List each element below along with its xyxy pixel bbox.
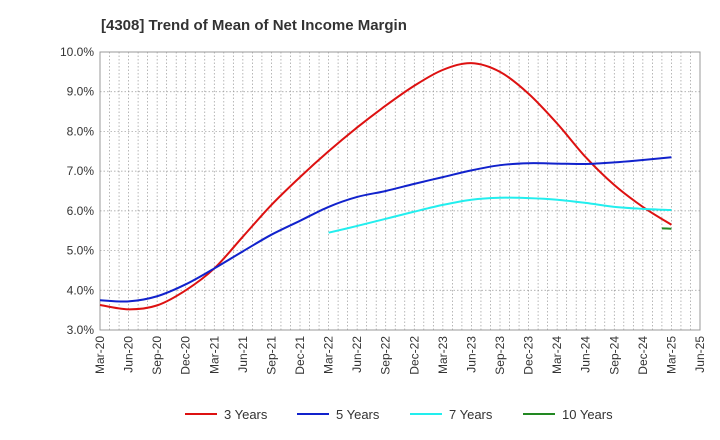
x-tick-label: Jun-20 [122,336,136,373]
x-tick-label: Dec-20 [179,336,193,375]
legend-label: 5 Years [336,407,380,422]
chart-title: [4308] Trend of Mean of Net Income Margi… [101,17,407,34]
x-tick-label: Dec-22 [407,336,421,375]
legend-label: 3 Years [224,407,268,422]
x-tick-label: Jun-22 [350,336,364,373]
x-tick-label: Sep-24 [607,336,621,375]
y-tick-label: 5.0% [67,244,95,258]
y-tick-label: 10.0% [60,45,94,59]
x-tick-label: Mar-24 [550,336,564,374]
y-tick-label: 8.0% [67,124,95,138]
x-tick-label: Jun-23 [464,336,478,373]
x-tick-label: Dec-23 [522,336,536,375]
x-tick-label: Dec-21 [293,336,307,375]
x-axis: Mar-20 Jun-20 Sep-20 Dec-20 Mar-21 Jun-21 Sep-… [93,336,707,375]
series-line-7-years [328,196,672,234]
y-tick-label: 7.0% [67,164,95,178]
series-line-5-years [99,156,672,303]
x-tick-label: Mar-21 [207,336,221,374]
x-tick-label: Sep-20 [150,336,164,375]
x-tick-label: Mar-23 [436,336,450,374]
series-lines [99,62,672,311]
plot-area [99,51,701,331]
series-line-3-years [99,62,672,311]
x-tick-label: Jun-25 [693,336,707,373]
x-tick-label: Sep-22 [379,336,393,375]
x-tick-label: Jun-24 [579,336,593,373]
y-tick-label: 3.0% [67,323,95,337]
y-tick-label: 6.0% [67,204,95,218]
x-tick-label: Sep-23 [493,336,507,375]
x-tick-label: Jun-21 [236,336,250,373]
x-tick-label: Mar-22 [322,336,336,374]
legend: 3 Years 5 Years 7 Years 10 Years [185,407,613,422]
x-tick-label: Sep-21 [264,336,278,375]
x-tick-label: Mar-25 [664,336,678,374]
legend-label: 10 Years [562,407,613,422]
x-tick-label: Dec-24 [636,336,650,375]
y-axis: 3.0% 4.0% 5.0% 6.0% 7.0% 8.0% 9.0% 10.0% [60,45,94,337]
legend-label: 7 Years [449,407,493,422]
y-tick-label: 9.0% [67,85,95,99]
y-tick-label: 4.0% [67,283,95,297]
x-tick-label: Mar-20 [93,336,107,374]
